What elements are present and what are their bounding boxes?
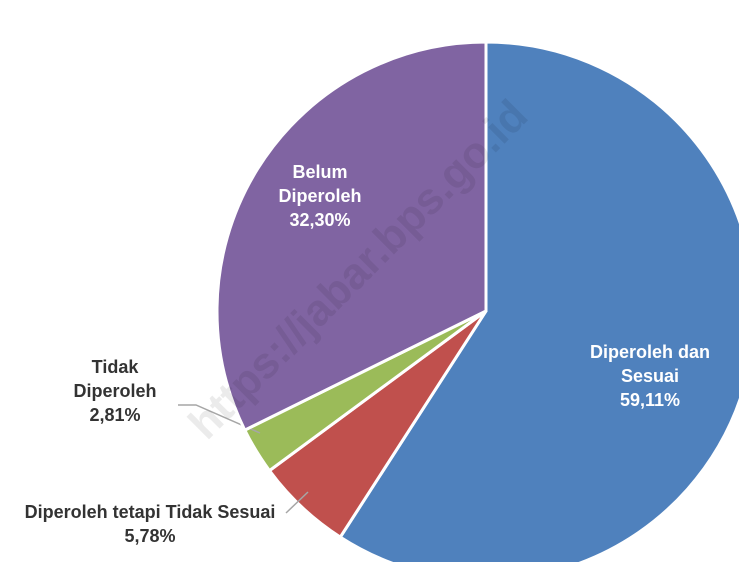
slice-label: Tidak Diperoleh 2,81% bbox=[50, 355, 180, 427]
slice-value: 32,30% bbox=[289, 210, 351, 230]
slice-label: Diperoleh tetapi Tidak Sesuai 5,78% bbox=[0, 500, 300, 548]
leader-line bbox=[178, 404, 261, 434]
slice-label: Diperoleh dan Sesuai 59,11% bbox=[575, 340, 725, 412]
pie-slice bbox=[338, 40, 739, 562]
slice-value: 5,78% bbox=[124, 526, 176, 546]
slice-name: Diperoleh dan Sesuai bbox=[589, 342, 710, 386]
slice-name: Belum Diperoleh bbox=[278, 162, 362, 206]
slice-value: 59,11% bbox=[619, 390, 681, 410]
slice-name: Diperoleh tetapi Tidak Sesuai bbox=[24, 502, 276, 522]
slice-label: Belum Diperoleh 32,30% bbox=[265, 160, 375, 232]
pie-slice bbox=[215, 40, 488, 433]
slice-name: Tidak Diperoleh bbox=[73, 357, 157, 401]
slice-value: 2,81% bbox=[89, 405, 141, 425]
leader-line bbox=[285, 491, 309, 514]
